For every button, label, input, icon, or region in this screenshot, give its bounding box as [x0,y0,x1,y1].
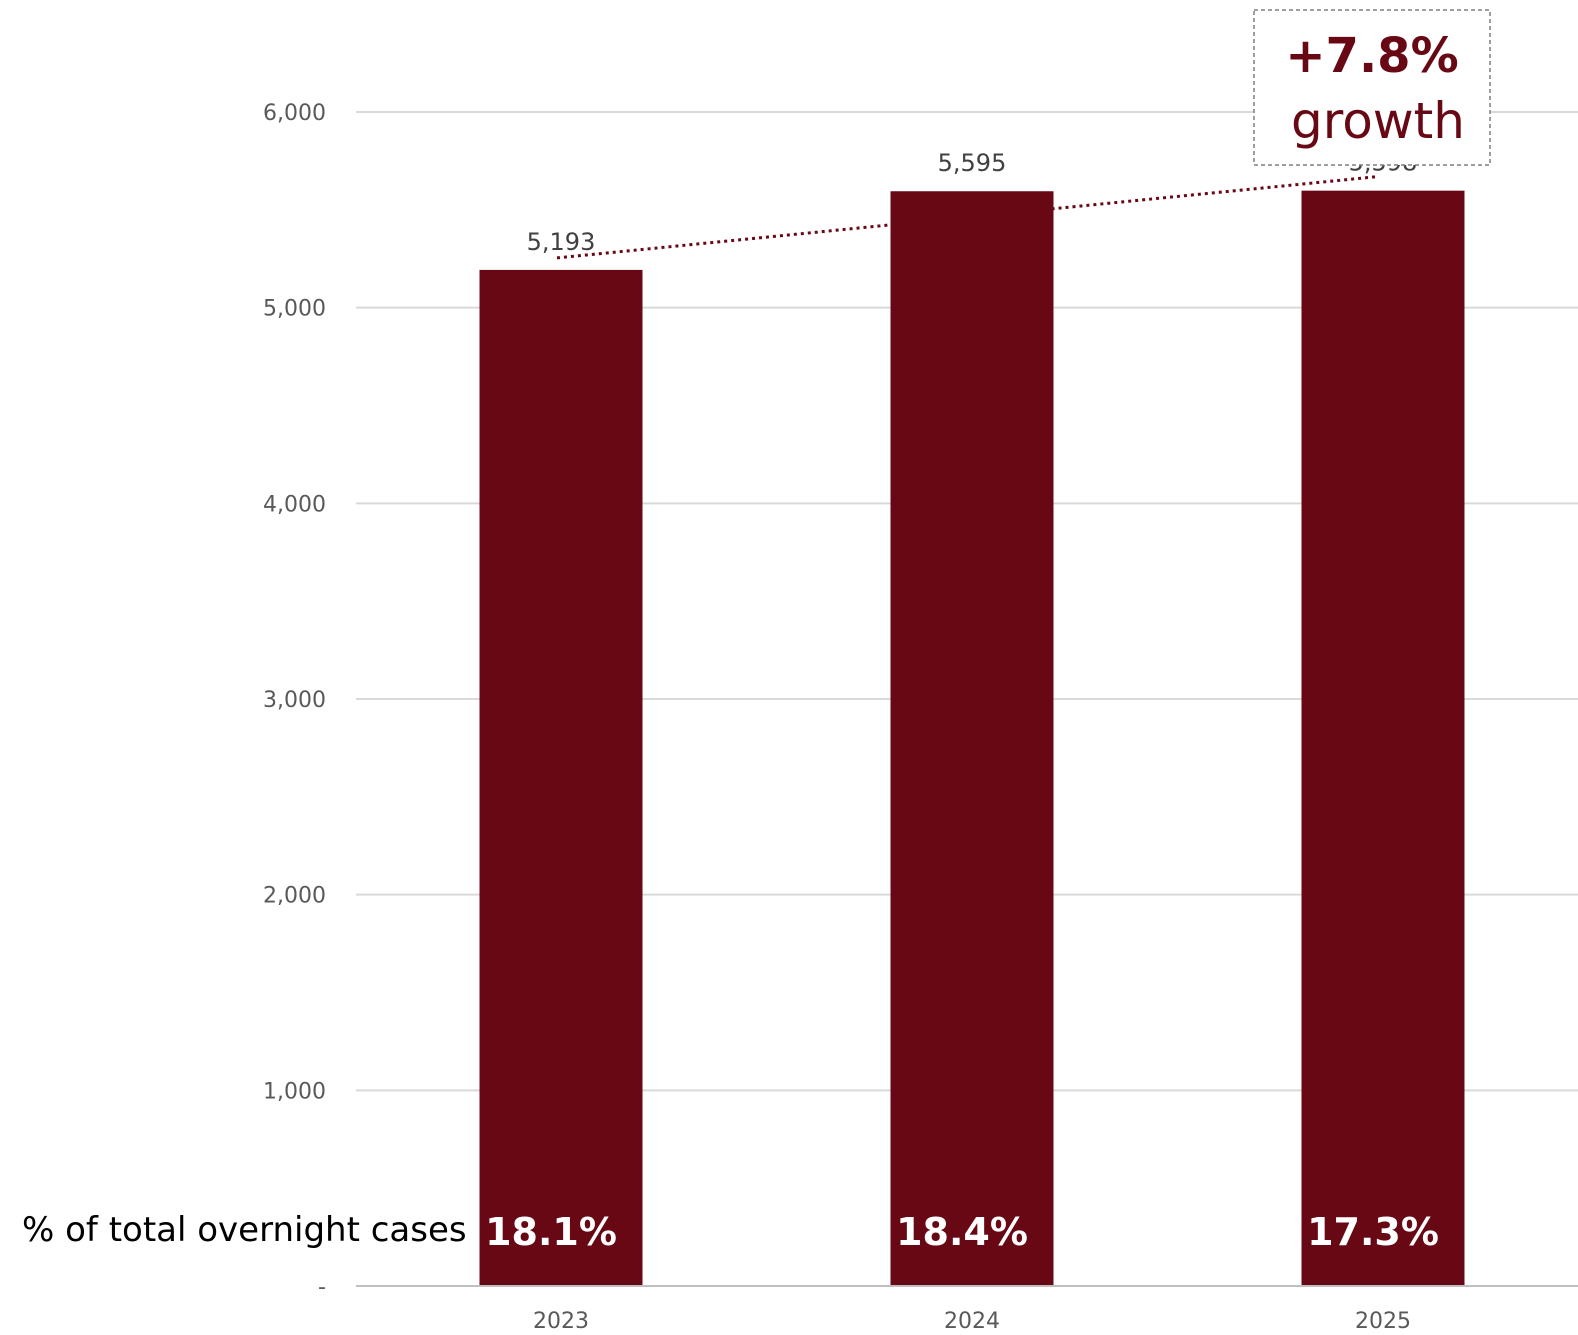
y-axis-ticks: - 1,000 2,000 3,000 4,000 5,000 6,000 [263,101,326,1300]
share-value: 17.3% [1307,1210,1439,1254]
y-tick-label: - [318,1275,326,1300]
y-tick-label: 4,000 [263,492,326,517]
x-tick-label: 2025 [1355,1309,1411,1334]
y-tick-label: 6,000 [263,101,326,126]
growth-callout-text: growth [1291,92,1465,150]
share-value: 18.1% [485,1210,617,1254]
bar-2025 [1301,190,1465,1287]
trend-line [556,175,1378,260]
x-tick-label: 2023 [533,1309,589,1334]
y-tick-label: 5,000 [263,297,326,322]
share-values: 18.1% 18.4% 17.3% [485,1210,1439,1254]
share-value: 18.4% [896,1210,1028,1254]
y-tick-label: 1,000 [263,1079,326,1104]
data-label: 5,595 [938,149,1007,177]
growth-callout-box [1253,9,1491,166]
share-row-label: % of total overnight cases [22,1210,467,1250]
bar-2024 [890,191,1054,1286]
growth-callout: +7.8% growth [1253,9,1491,166]
y-tick-label: 3,000 [263,688,326,713]
y-tick-label: 2,000 [263,884,326,909]
x-tick-label: 2024 [944,1309,1000,1334]
data-label: 5,193 [527,228,596,256]
bar-2023 [479,269,643,1286]
x-axis-ticks: 2023 2024 2025 [533,1309,1411,1334]
bars [479,190,1465,1287]
growth-callout-value: +7.8% [1285,28,1458,84]
